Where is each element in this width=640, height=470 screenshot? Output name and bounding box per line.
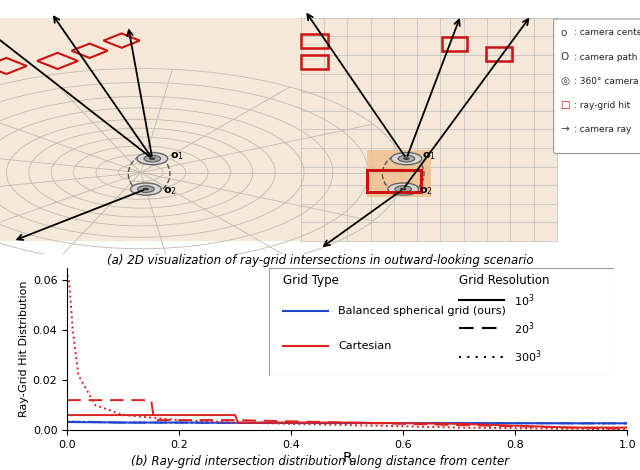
Text: Grid Resolution: Grid Resolution — [459, 274, 549, 287]
Text: Grid Type: Grid Type — [283, 274, 339, 287]
Text: $300^3$: $300^3$ — [514, 348, 542, 365]
Text: □: □ — [560, 100, 570, 110]
Bar — [104, 33, 140, 48]
Circle shape — [137, 153, 168, 164]
Text: ◎: ◎ — [560, 76, 569, 86]
Circle shape — [143, 188, 149, 190]
Bar — [0, 58, 27, 74]
Text: $\mathbf{o}_2$: $\mathbf{o}_2$ — [163, 185, 177, 196]
Y-axis label: Ray-Grid Hit Distribution: Ray-Grid Hit Distribution — [19, 281, 29, 417]
Bar — [486, 47, 512, 61]
Text: $20^3$: $20^3$ — [514, 320, 534, 337]
Text: : camera path: : camera path — [574, 53, 637, 62]
Bar — [72, 44, 108, 58]
Text: : ray-grid hit: : ray-grid hit — [574, 101, 630, 110]
Text: : 360° camera: : 360° camera — [574, 77, 639, 86]
Bar — [37, 53, 78, 69]
Text: $\mathbf{o}_1$: $\mathbf{o}_1$ — [170, 150, 184, 162]
Bar — [367, 150, 431, 196]
Circle shape — [403, 157, 410, 160]
Text: Cartesian: Cartesian — [338, 341, 391, 351]
Text: O: O — [560, 52, 568, 62]
Bar — [367, 170, 421, 192]
Bar — [301, 55, 328, 69]
Circle shape — [144, 155, 161, 162]
X-axis label: R: R — [342, 451, 352, 465]
Text: Balanced spherical grid (ours): Balanced spherical grid (ours) — [338, 306, 506, 316]
Circle shape — [398, 155, 415, 162]
Circle shape — [400, 188, 406, 190]
Text: (a) 2D visualization of ray-grid intersections in outward-looking scenario: (a) 2D visualization of ray-grid interse… — [107, 254, 533, 267]
Circle shape — [138, 186, 154, 192]
Text: $10^3$: $10^3$ — [514, 292, 534, 309]
Text: $\mathbf{o}_2$: $\mathbf{o}_2$ — [419, 185, 433, 196]
Circle shape — [388, 183, 419, 195]
Bar — [0, 18, 301, 241]
Circle shape — [131, 183, 161, 195]
Text: →: → — [560, 125, 569, 134]
Circle shape — [395, 186, 412, 192]
Circle shape — [391, 153, 422, 164]
Text: (b) Ray-grid intersection distribution along distance from center: (b) Ray-grid intersection distribution a… — [131, 454, 509, 468]
Bar — [301, 18, 557, 241]
Text: : camera center: : camera center — [574, 29, 640, 38]
Text: o: o — [560, 28, 566, 38]
Text: $\mathbf{o}_1$: $\mathbf{o}_1$ — [422, 150, 436, 162]
FancyBboxPatch shape — [554, 19, 640, 154]
Bar — [442, 37, 467, 51]
Bar — [301, 34, 328, 48]
Circle shape — [149, 157, 156, 160]
FancyBboxPatch shape — [269, 268, 614, 376]
Text: : camera ray: : camera ray — [574, 125, 632, 134]
